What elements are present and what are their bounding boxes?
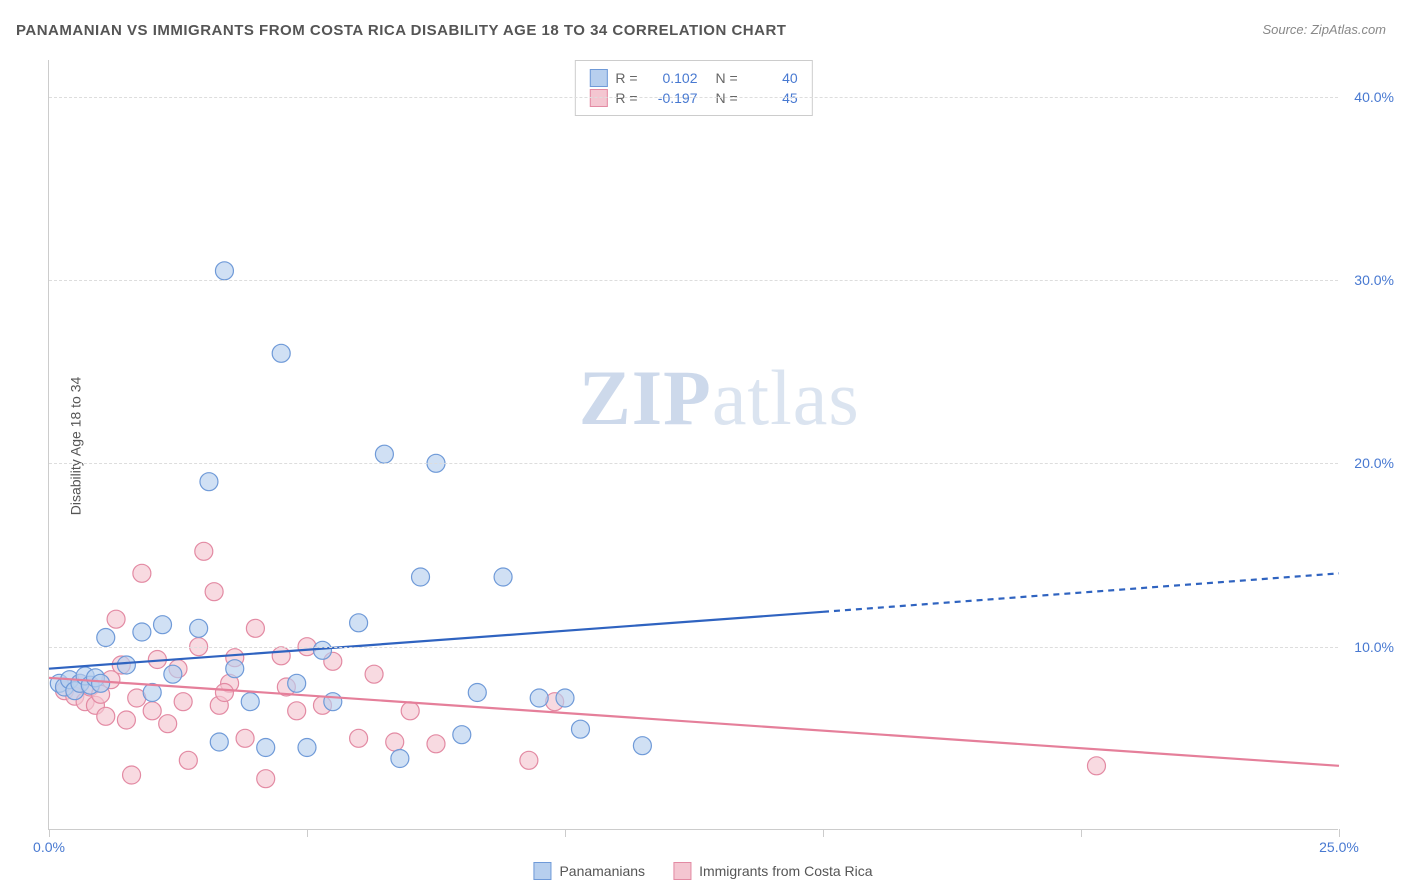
x-tick-label: 0.0% [33,839,65,855]
legend-item-costarica: Immigrants from Costa Rica [673,862,872,880]
chart-svg [49,60,1338,829]
plot-area: ZIPatlas R = 0.102 N = 40 R = -0.197 N =… [48,60,1338,830]
y-tick-label: 20.0% [1354,455,1394,471]
legend-swatch-panamanians [533,862,551,880]
y-tick-label: 40.0% [1354,89,1394,105]
chart-title: PANAMANIAN VS IMMIGRANTS FROM COSTA RICA… [16,22,786,39]
bottom-legend: Panamanians Immigrants from Costa Rica [533,862,872,880]
legend-item-panamanians: Panamanians [533,862,645,880]
source-credit: Source: ZipAtlas.com [1262,22,1386,37]
legend-label-costarica: Immigrants from Costa Rica [699,863,872,879]
legend-swatch-costarica [673,862,691,880]
x-tick-label: 25.0% [1319,839,1359,855]
y-tick-label: 10.0% [1354,639,1394,655]
legend-label-panamanians: Panamanians [559,863,645,879]
y-tick-label: 30.0% [1354,272,1394,288]
